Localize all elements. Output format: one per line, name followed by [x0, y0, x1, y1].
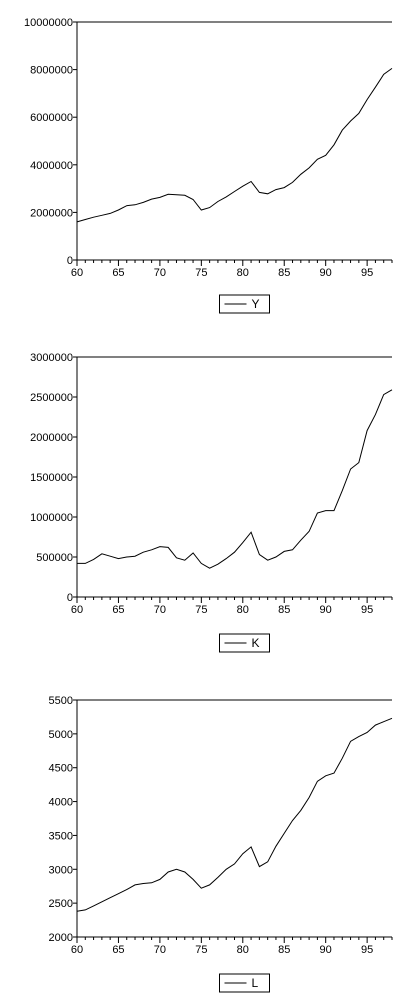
- x-tick-label: 60: [71, 944, 83, 956]
- y-tick-label: 2500000: [30, 392, 73, 404]
- y-tick-label: 3000: [49, 864, 73, 876]
- x-tick-label: 90: [320, 267, 332, 279]
- y-tick-label: 4500: [49, 763, 73, 775]
- y-tick-label: 2000000: [30, 207, 73, 219]
- legend: L: [219, 973, 270, 993]
- x-tick-label: 65: [112, 267, 124, 279]
- x-tick-label: 75: [195, 944, 207, 956]
- chart-k: 0 500000 1000000 1500000 2000000 2500000 30000…: [30, 352, 393, 653]
- x-tick-label: 75: [195, 267, 207, 279]
- legend-label: L: [252, 976, 259, 990]
- y-tick-label: 5000: [49, 729, 73, 741]
- y-tick-label: 500000: [36, 552, 73, 564]
- x-tick-label: 85: [278, 944, 290, 956]
- x-tick-label: 70: [154, 267, 166, 279]
- x-tick-label: 60: [71, 604, 83, 616]
- y-tick-label: 1500000: [30, 472, 73, 484]
- x-tick-label: 75: [195, 604, 207, 616]
- x-tick-label: 85: [278, 267, 290, 279]
- y-tick-label: 8000000: [30, 65, 73, 77]
- y-tick-label: 5500: [49, 695, 73, 707]
- legend-label: Y: [252, 297, 260, 311]
- y-tick-label: 6000000: [30, 112, 73, 124]
- x-tick-label: 95: [361, 267, 373, 279]
- y-tick-label: 3500: [49, 830, 73, 842]
- chart-y: 0 2000000 4000000 6000000 8000000 10000000 60 6…: [24, 17, 393, 314]
- x-tick-label: 65: [112, 944, 124, 956]
- legend: Y: [219, 294, 270, 314]
- series-line-l: [76, 717, 393, 912]
- y-tick-label: 3000000: [30, 352, 73, 364]
- legend-label: K: [252, 636, 260, 650]
- x-tick-label: 95: [361, 944, 373, 956]
- x-tick-label: 70: [154, 604, 166, 616]
- y-tick-label: 2000: [49, 932, 73, 944]
- x-tick-label: 95: [361, 604, 373, 616]
- x-tick-label: 60: [71, 267, 83, 279]
- series-line-k: [77, 389, 393, 569]
- x-tick-label: 85: [278, 604, 290, 616]
- series-line-y: [76, 67, 393, 223]
- y-tick-label: 0: [67, 592, 73, 604]
- x-tick-label: 80: [237, 267, 249, 279]
- x-tick-label: 90: [320, 604, 332, 616]
- y-tick-label: 10000000: [24, 17, 73, 29]
- y-tick-label: 4000: [49, 797, 73, 809]
- x-tick-label: 90: [320, 944, 332, 956]
- y-tick-label: 0: [67, 255, 73, 267]
- x-tick-label: 80: [237, 604, 249, 616]
- y-tick-label: 2500: [49, 898, 73, 910]
- x-tick-label: 70: [154, 944, 166, 956]
- x-tick-label: 80: [237, 944, 249, 956]
- x-tick-label: 65: [112, 604, 124, 616]
- legend: K: [219, 633, 270, 653]
- chart-l: 2000 2500 3000 3500 4000 4500 5000 5500 60 65 70 75…: [49, 695, 393, 993]
- y-tick-label: 2000000: [30, 432, 73, 444]
- y-tick-label: 1000000: [30, 512, 73, 524]
- y-tick-label: 4000000: [30, 160, 73, 172]
